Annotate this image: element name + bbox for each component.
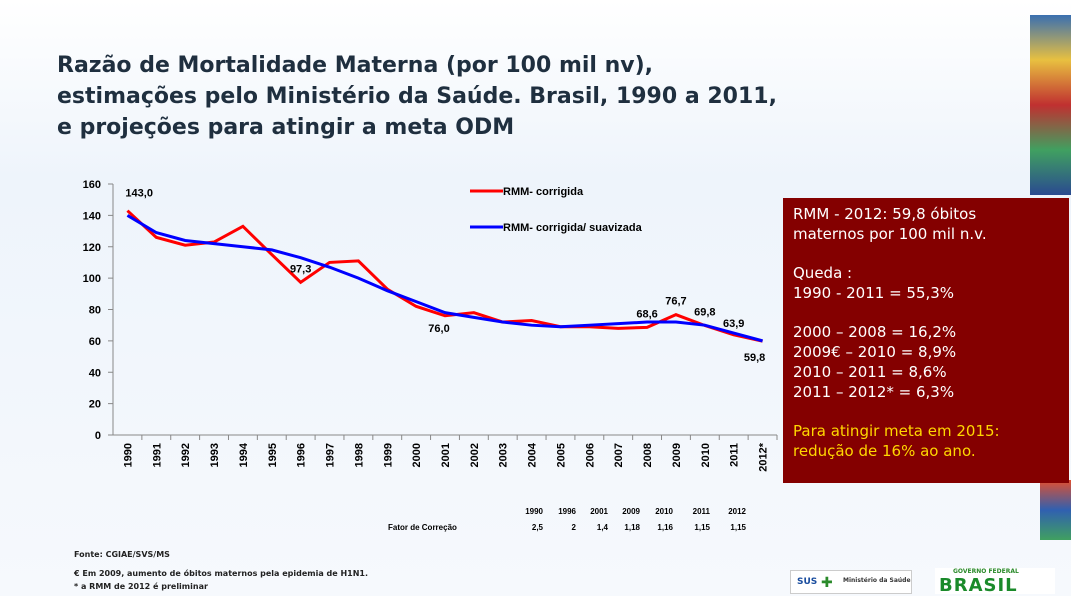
info-line: 2009€ – 2010 = 8,9% [793, 342, 1059, 362]
x-tick-label: 1992 [180, 443, 192, 467]
table-year: 2010 [655, 507, 673, 516]
y-tick-label: 160 [83, 179, 101, 191]
info-line: 2010 – 2011 = 8,6% [793, 362, 1059, 382]
info-paragraph: Para atingir meta em 2015:redução de 16%… [793, 421, 1059, 461]
info-paragraph: 2000 – 2008 = 16,2%2009€ – 2010 = 8,9%20… [793, 322, 1059, 402]
y-tick-label: 40 [89, 367, 101, 379]
x-tick-label: 2011 [729, 443, 741, 467]
y-tick-label: 60 [89, 336, 101, 348]
x-tick-label: 2010 [700, 443, 712, 467]
logo-text: BRASIL [939, 575, 1018, 596]
x-tick-label: 1994 [238, 442, 250, 467]
data-label: 68,6 [636, 308, 657, 320]
x-tick-label: 2008 [642, 443, 654, 467]
x-tick-label: 2007 [613, 443, 625, 467]
x-tick-label: 2009 [671, 443, 683, 467]
table-factor: 1,15 [694, 523, 710, 532]
x-tick-label: 2012* [758, 442, 770, 471]
x-tick-label: 1997 [325, 443, 337, 467]
info-line: Queda : [793, 263, 1059, 283]
info-line: 1990 - 2011 = 55,3% [793, 283, 1059, 303]
table-factor: 2 [572, 523, 577, 532]
data-label: 69,8 [694, 307, 715, 319]
logo-text: GOVERNO FEDERAL [953, 568, 1019, 575]
table-year: 1990 [525, 507, 543, 516]
x-tick-label: 1993 [209, 443, 221, 467]
y-tick-label: 100 [83, 273, 101, 285]
table-factor: 1,4 [597, 523, 609, 532]
x-tick-label: 2002 [469, 443, 481, 467]
logo-text: SUS [797, 577, 817, 587]
info-line: RMM - 2012: 59,8 óbitos [793, 204, 1059, 224]
y-tick-label: 140 [83, 210, 101, 222]
info-line: 2000 – 2008 = 16,2% [793, 322, 1059, 342]
table-label: Fator de Correção [388, 523, 457, 532]
y-tick-label: 20 [89, 399, 101, 411]
logo-sus: SUS ✚ Ministério da Saúde [790, 570, 912, 594]
x-tick-label: 1996 [296, 443, 308, 467]
x-tick-label: 1991 [151, 443, 163, 467]
info-line: 2011 – 2012* = 6,3% [793, 382, 1059, 402]
info-line: Para atingir meta em 2015: [793, 421, 1059, 441]
legend-label: RMM- corrigida [503, 186, 584, 198]
table-year: 2012 [728, 507, 746, 516]
x-tick-label: 1998 [353, 443, 365, 467]
table-year: 2001 [590, 507, 608, 516]
y-tick-label: 0 [95, 430, 101, 442]
data-label: 97,3 [290, 263, 311, 275]
table-year: 1996 [558, 507, 576, 516]
legend-label: RMM- corrigida/ suavizada [503, 222, 643, 234]
y-tick-label: 120 [83, 242, 101, 254]
x-tick-label: 2005 [555, 443, 567, 467]
footnote: € Em 2009, aumento de óbitos maternos pe… [74, 569, 368, 578]
table-factor: 1,18 [624, 523, 640, 532]
data-label: 59,8 [744, 352, 765, 364]
logo-text: Ministério da Saúde [843, 577, 911, 584]
x-tick-label: 1990 [122, 443, 134, 467]
data-label: 63,9 [723, 318, 744, 330]
slide: Razão de Mortalidade Materna (por 100 mi… [0, 0, 1071, 596]
x-tick-label: 2003 [498, 443, 510, 467]
logo-brasil: GOVERNO FEDERAL BRASIL [935, 568, 1055, 594]
footnote: * a RMM de 2012 é preliminar [74, 582, 208, 591]
y-tick-label: 80 [89, 305, 101, 317]
table-factor: 2,5 [532, 523, 544, 532]
x-tick-label: 2001 [440, 443, 452, 467]
footnote: Fonte: CGIAE/SVS/MS [74, 550, 170, 559]
table-factor: 1,16 [657, 523, 673, 532]
x-tick-label: 2006 [584, 443, 596, 467]
x-tick-label: 1999 [382, 443, 394, 467]
table-factor: 1,15 [730, 523, 746, 532]
info-line: redução de 16% ao ano. [793, 441, 1059, 461]
logo-cross: ✚ [821, 575, 833, 591]
info-line: maternos por 100 mil n.v. [793, 224, 1059, 244]
x-tick-label: 1995 [267, 443, 279, 467]
data-label: 143,0 [125, 188, 153, 200]
table-year: 2011 [693, 507, 711, 516]
table-year: 2009 [622, 507, 640, 516]
x-tick-label: 2000 [411, 443, 423, 467]
data-label: 76,7 [665, 296, 686, 308]
data-label: 76,0 [428, 323, 449, 335]
x-tick-label: 2004 [527, 442, 539, 467]
info-paragraph: Queda :1990 - 2011 = 55,3% [793, 263, 1059, 303]
